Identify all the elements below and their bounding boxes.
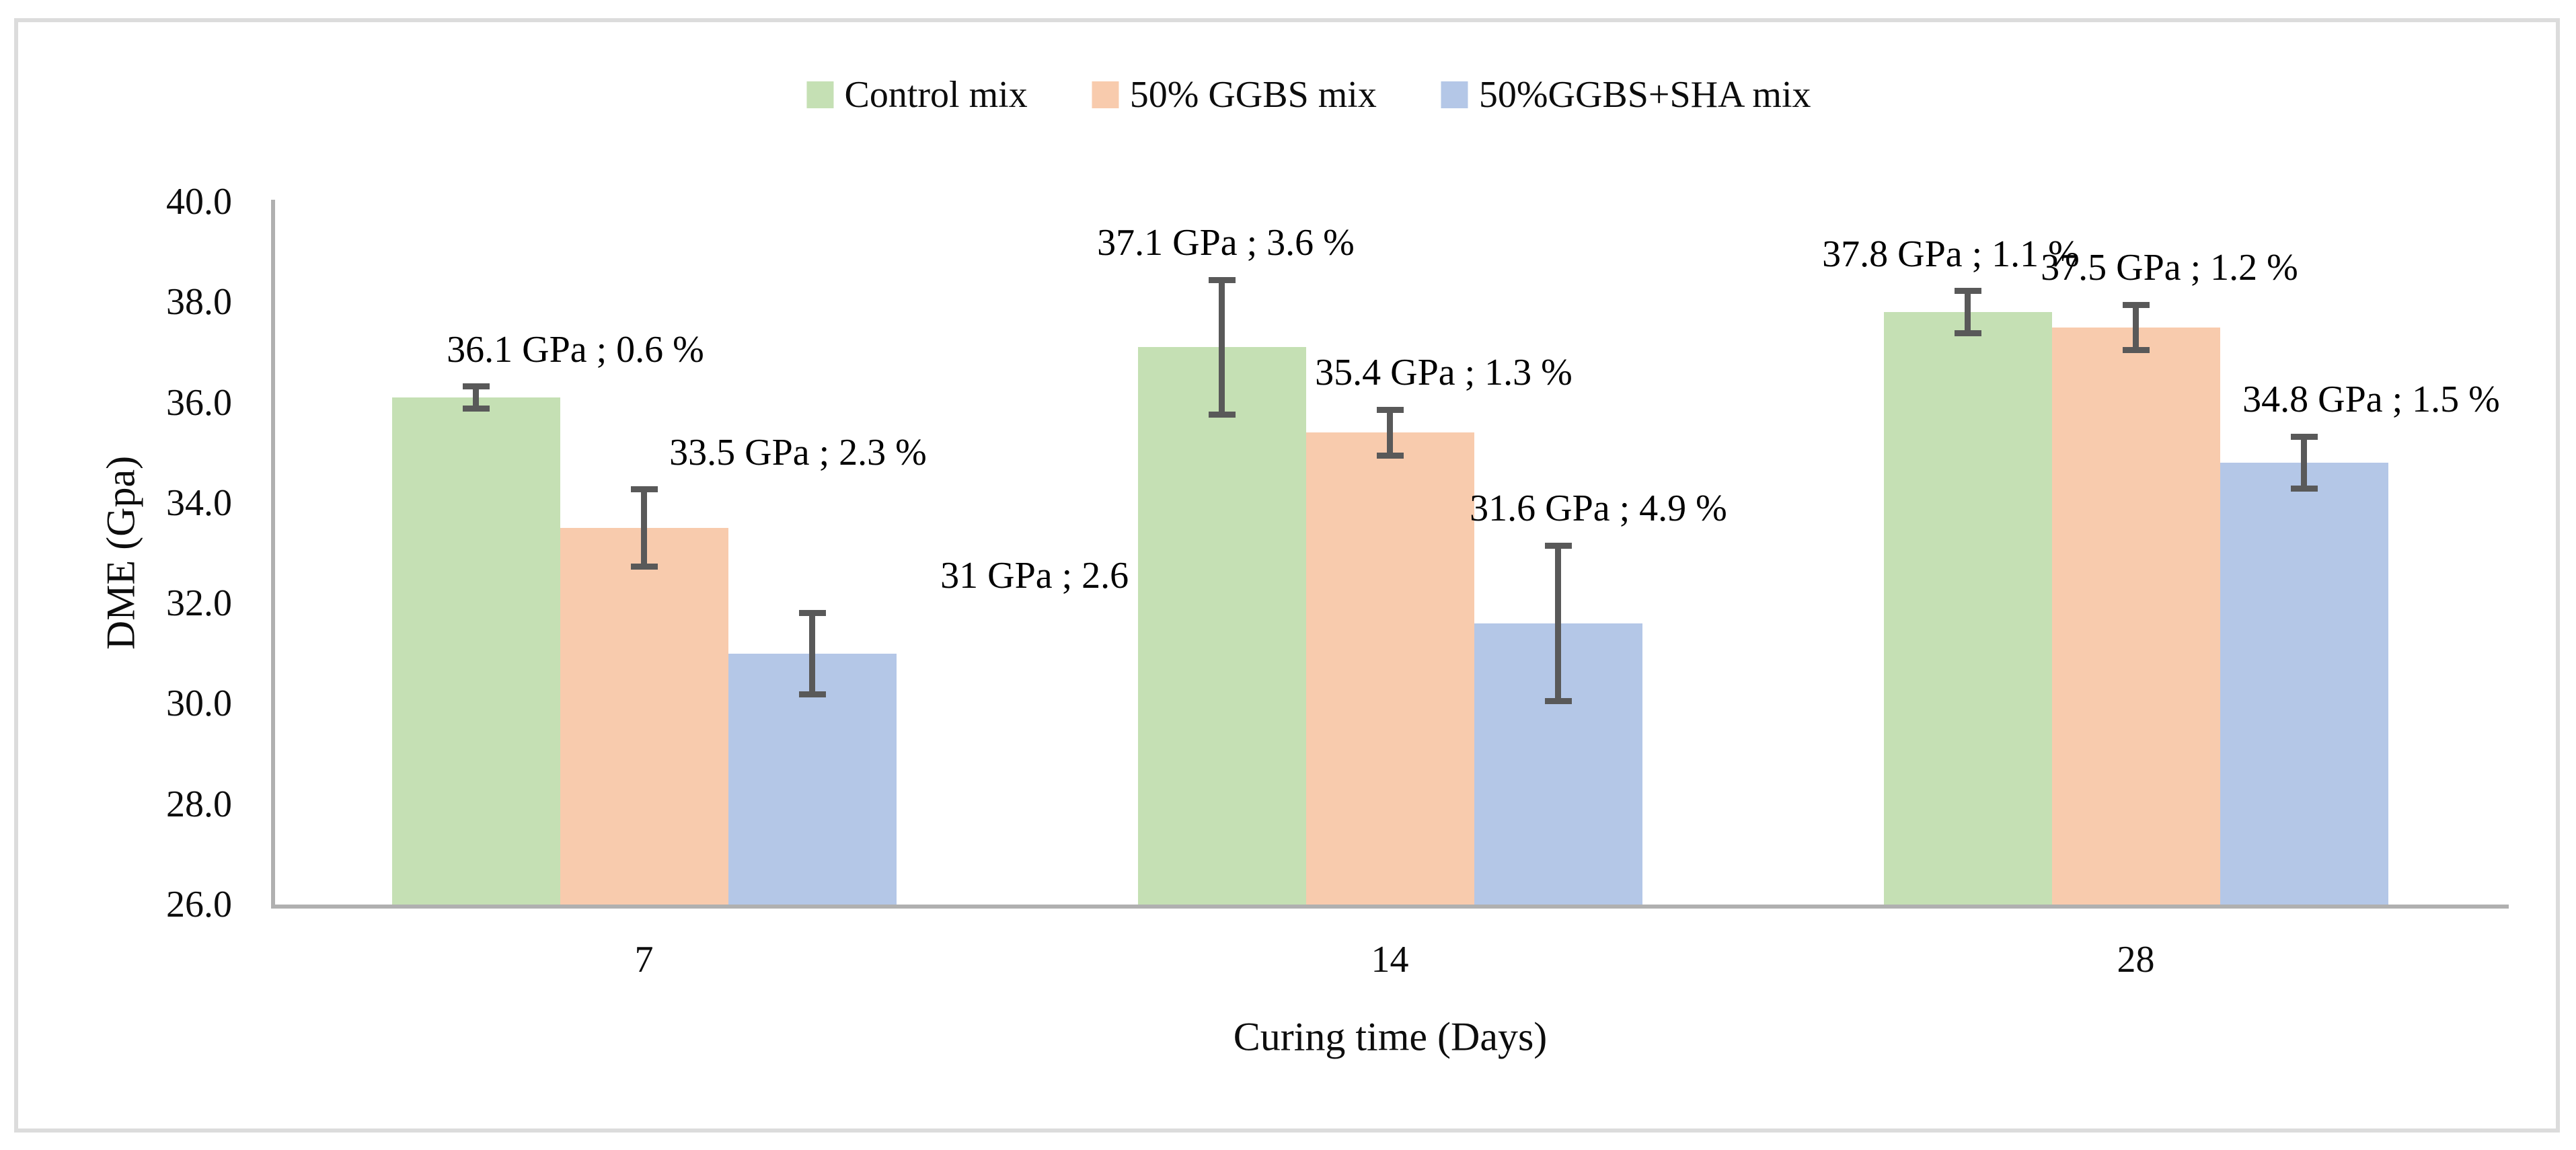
legend-item-control-mix: Control mix <box>806 74 1028 116</box>
error-bar-cap-top <box>2290 433 2318 440</box>
error-bar-cap-top <box>630 486 658 493</box>
y-axis-tick-label: 26.0 <box>166 884 232 925</box>
error-bar-line <box>641 489 647 567</box>
bar-control-mix-day-28 <box>1883 312 2052 905</box>
x-axis-tick-label: 14 <box>1371 939 1409 981</box>
legend-swatch-ggbs-sha-mix-icon <box>1441 81 1468 108</box>
y-axis-tick-label: 28.0 <box>166 783 232 825</box>
bar-50-ggbs-mix-day-14 <box>1305 432 1474 905</box>
legend-label: Control mix <box>844 74 1028 116</box>
figure-border <box>14 18 2560 1133</box>
error-bar-cap-bottom <box>1208 411 1236 418</box>
bar-data-label: 37.1 GPa ; 3.6 % <box>1097 222 1355 264</box>
y-axis-tick-label: 40.0 <box>166 181 232 223</box>
legend-swatch-ggbs-mix-icon <box>1092 81 1119 108</box>
bar-data-label: 37.5 GPa ; 1.2 % <box>2041 247 2298 289</box>
x-axis-title: Curing time (Days) <box>1233 1014 1548 1059</box>
error-bar-cap-top <box>1544 542 1572 549</box>
legend-swatch-control-mix-icon <box>806 81 834 108</box>
error-bar-cap-top <box>798 609 826 616</box>
error-bar-cap-bottom <box>2290 486 2318 492</box>
bar-50-ggbs-mix-day-7 <box>560 528 728 905</box>
bar-data-label: 33.5 GPa ; 2.3 % <box>669 431 927 473</box>
bar-50-ggbs-mix-day-28 <box>2051 327 2220 905</box>
legend-item-ggbs-mix: 50% GGBS mix <box>1092 76 1377 114</box>
error-bar-line <box>2133 305 2139 350</box>
bar-data-label: 37.8 GPa ; 1.1 % <box>1822 233 2080 275</box>
error-bar-cap-bottom <box>2122 346 2150 353</box>
x-axis-tick-label: 7 <box>634 939 654 981</box>
error-bar-cap-top <box>1954 288 1981 295</box>
bar-control-mix-day-14 <box>1137 347 1306 905</box>
error-bar-line <box>1555 545 1561 701</box>
bar-data-label: 35.4 GPa ; 1.3 % <box>1315 352 1573 394</box>
error-bar-line <box>1387 410 1393 456</box>
error-bar-cap-top <box>2122 301 2150 308</box>
error-bar-cap-top <box>462 383 490 390</box>
x-axis-line <box>271 905 2509 909</box>
error-bar-line <box>473 386 479 409</box>
bar-50-ggbs-sha-mix-day-28 <box>2220 463 2388 905</box>
error-bar-line <box>1219 280 1225 415</box>
bar-data-label: 34.8 GPa ; 1.5 % <box>2242 379 2500 421</box>
error-bar-cap-bottom <box>798 691 826 697</box>
y-axis-line <box>271 200 275 907</box>
error-bar-line <box>1965 291 1971 334</box>
error-bar-line <box>2301 436 2307 489</box>
legend-label: 50%GGBS+SHA mix <box>1478 74 1811 116</box>
error-bar-cap-top <box>1376 406 1404 413</box>
y-axis-tick-label: 32.0 <box>166 582 232 625</box>
error-bar-cap-bottom <box>1954 330 1981 337</box>
bar-data-label: 36.1 GPa ; 0.6 % <box>447 328 704 371</box>
legend: Control mix 50% GGBS mix 50%GGBS+SHA mix <box>806 76 1811 114</box>
legend-label: 50% GGBS mix <box>1129 74 1377 116</box>
y-axis-title: DME (Gpa) <box>98 455 143 650</box>
y-axis-tick-label: 36.0 <box>166 381 232 424</box>
y-axis-tick-label: 38.0 <box>166 281 232 323</box>
error-bar-cap-bottom <box>1376 453 1404 459</box>
legend-item-ggbs-sha-mix: 50%GGBS+SHA mix <box>1441 76 1811 114</box>
error-bar-cap-bottom <box>462 406 490 412</box>
error-bar-cap-top <box>1208 276 1236 283</box>
bar-data-label: 31 GPa ; 2.6 % <box>940 555 1170 597</box>
y-axis-tick-label: 30.0 <box>166 683 232 725</box>
bar-control-mix-day-7 <box>391 397 560 905</box>
error-bar-line <box>809 613 815 695</box>
x-axis-tick-label: 28 <box>2117 939 2155 981</box>
y-axis-tick-label: 34.0 <box>166 482 232 524</box>
bar-data-label: 31.6 GPa ; 4.9 % <box>1470 488 1727 530</box>
error-bar-cap-bottom <box>630 564 658 570</box>
error-bar-cap-bottom <box>1544 698 1572 705</box>
